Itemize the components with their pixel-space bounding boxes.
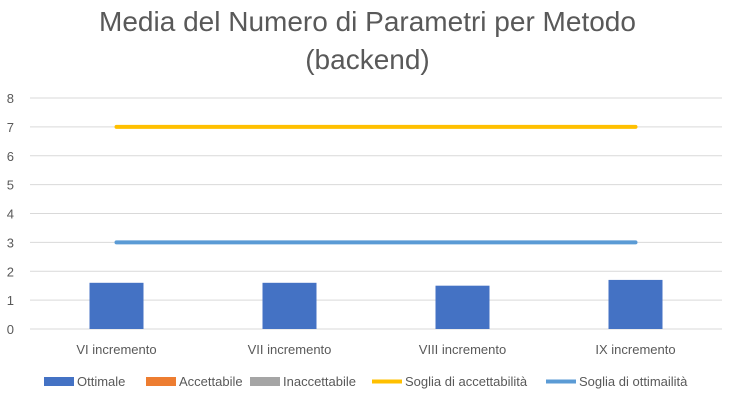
y-tick-label: 8 — [7, 91, 14, 106]
bar-ottimale-2 — [435, 285, 490, 329]
y-tick-label: 1 — [7, 293, 14, 308]
x-tick-label: VIII incremento — [419, 342, 506, 357]
legend-label-2: Inaccettabile — [283, 374, 356, 389]
y-tick-label: 0 — [7, 322, 14, 337]
legend-swatch-0 — [44, 377, 74, 386]
bar-ottimale-0 — [89, 282, 144, 329]
bar-ottimale-1 — [262, 282, 317, 329]
y-tick-label: 3 — [7, 235, 14, 250]
chart-title-line-2: (backend) — [305, 44, 430, 75]
legend-swatch-1 — [146, 377, 176, 386]
y-tick-label: 4 — [7, 207, 14, 222]
x-tick-label: VI incremento — [76, 342, 156, 357]
y-tick-label: 2 — [7, 264, 14, 279]
chart-title-line-1: Media del Numero di Parametri per Metodo — [99, 6, 636, 37]
y-tick-label: 6 — [7, 149, 14, 164]
x-tick-label: IX incremento — [595, 342, 675, 357]
legend-label-1: Accettabile — [179, 374, 243, 389]
legend-label-3: Soglia di accettabilità — [405, 374, 528, 389]
legend-swatch-2 — [250, 377, 280, 386]
y-tick-label: 5 — [7, 178, 14, 193]
y-tick-label: 7 — [7, 120, 14, 135]
x-tick-label: VII incremento — [248, 342, 332, 357]
legend-label-4: Soglia di ottimailità — [579, 374, 688, 389]
bar-ottimale-3 — [608, 279, 663, 329]
legend-label-0: Ottimale — [77, 374, 125, 389]
